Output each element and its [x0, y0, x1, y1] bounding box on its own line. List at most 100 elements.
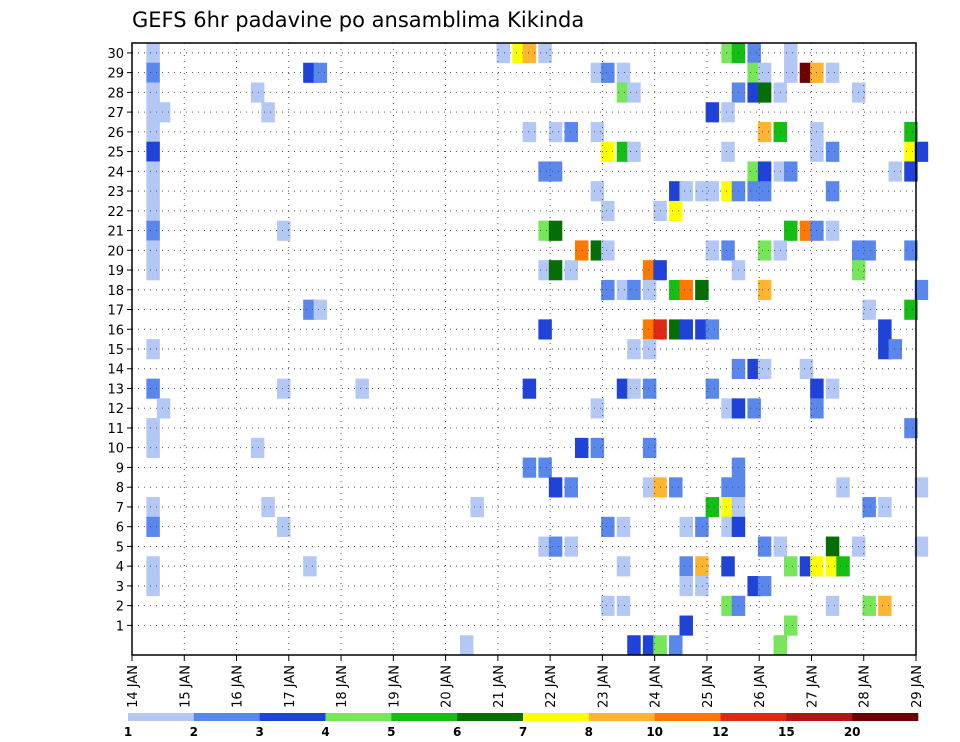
- heatmap-cell: [313, 62, 328, 83]
- heatmap-cell: [669, 319, 683, 340]
- x-tick-label: 27 JAN: [805, 665, 820, 708]
- x-tick-label: 14 JAN: [126, 665, 141, 708]
- heatmap-cell: [146, 43, 160, 64]
- y-tick-label: 20: [107, 244, 124, 259]
- heatmap-cell: [146, 200, 160, 222]
- heatmap-cell: [601, 141, 615, 162]
- y-tick-label: 18: [107, 284, 124, 299]
- heatmap-cell: [303, 62, 317, 83]
- heatmap-cell: [721, 43, 735, 64]
- heatmap-cell: [156, 398, 171, 419]
- heatmap-cell: [757, 536, 772, 557]
- legend-label: 3: [255, 725, 263, 739]
- heatmap-cell: [642, 477, 657, 498]
- heatmap-cell: [747, 358, 761, 380]
- x-tick-label: 15 JAN: [178, 665, 193, 708]
- heatmap-cell: [564, 121, 578, 143]
- heatmap-cell: [705, 319, 720, 340]
- heatmap-cell: [548, 477, 563, 498]
- y-tick-label: 4: [116, 560, 124, 575]
- heatmap-cell: [627, 82, 641, 103]
- heatmap-cell: [538, 260, 552, 281]
- heatmap-cell: [303, 556, 317, 577]
- heatmap-cell: [695, 556, 709, 577]
- x-tick-label: 26 JAN: [753, 665, 768, 708]
- heatmap-cell: [914, 141, 929, 162]
- heatmap-cell: [862, 299, 876, 320]
- heatmap-cell: [261, 497, 275, 518]
- heatmap-cell: [538, 457, 552, 478]
- heatmap-cell: [590, 398, 605, 419]
- heatmap-cell: [669, 635, 683, 656]
- heatmap-cell: [146, 240, 160, 261]
- heatmap-cell: [146, 181, 160, 202]
- x-tick-label: 25 JAN: [701, 665, 716, 708]
- y-axis: 1234567891011121314151617181920212223242…: [107, 47, 132, 634]
- legend-label: 1: [124, 725, 132, 739]
- x-tick-label: 24 JAN: [649, 665, 664, 708]
- heatmap-cell: [277, 220, 291, 241]
- heatmap-cell: [757, 62, 772, 83]
- heatmap-cell: [825, 141, 840, 162]
- heatmap-cell: [627, 141, 641, 162]
- heatmap-cell: [705, 181, 720, 202]
- x-tick-label: 17 JAN: [283, 665, 298, 708]
- legend-label: 8: [585, 725, 593, 739]
- heatmap-cell: [146, 220, 160, 241]
- heatmap-cell: [538, 319, 552, 340]
- heatmap-cell: [825, 378, 840, 399]
- heatmap-cell: [642, 319, 657, 340]
- heatmap-cell: [721, 102, 735, 123]
- heatmap-cell: [627, 378, 641, 399]
- heatmap-cell: [784, 220, 798, 241]
- heatmap-cell: [146, 418, 160, 439]
- heatmap-cell: [590, 121, 605, 143]
- legend-label: 10: [646, 725, 663, 739]
- heatmap-cell: [721, 595, 735, 616]
- y-tick-label: 16: [107, 323, 124, 338]
- heatmap-cell: [914, 536, 929, 557]
- heatmap-cell: [642, 635, 657, 656]
- heatmap-cell: [904, 418, 918, 439]
- heatmap-cell: [747, 576, 761, 597]
- y-tick-label: 25: [107, 146, 124, 161]
- heatmap-cell: [888, 161, 903, 182]
- heatmap-cell: [799, 556, 814, 577]
- heatmap-cell: [538, 43, 552, 64]
- heatmap-cell: [627, 279, 641, 301]
- heatmap-cell: [747, 62, 761, 83]
- heatmap-cell: [825, 62, 840, 83]
- heatmap-cell: [825, 181, 840, 202]
- x-tick-label: 21 JAN: [492, 665, 507, 708]
- heatmap-cell: [773, 635, 788, 656]
- heatmap-cell: [757, 121, 772, 143]
- heatmap-cell: [601, 279, 615, 301]
- legend-label: 5: [387, 725, 395, 739]
- heatmap-cell: [747, 161, 761, 182]
- heatmap-cell: [522, 43, 537, 64]
- heatmap-cell: [757, 576, 772, 597]
- legend-label: 2: [190, 725, 198, 739]
- heatmap-cell: [878, 595, 892, 616]
- legend-swatch: [128, 713, 195, 721]
- heatmap-cell: [146, 141, 160, 162]
- heatmap-cell: [757, 240, 772, 261]
- heatmap-cell: [878, 339, 892, 360]
- y-tick-label: 6: [116, 521, 124, 536]
- heatmap-cell: [601, 516, 615, 537]
- heatmap-cell: [590, 181, 605, 202]
- heatmap-cell: [878, 497, 892, 518]
- legend-swatch: [852, 713, 919, 721]
- y-tick-label: 22: [107, 205, 124, 220]
- heatmap-cell: [616, 141, 631, 162]
- heatmap-cell: [616, 556, 631, 577]
- y-tick-label: 12: [107, 402, 124, 417]
- heatmap-cell: [146, 260, 160, 281]
- heatmap-cell: [904, 141, 918, 162]
- heatmap-cell: [799, 358, 814, 380]
- heatmap-cell: [548, 220, 563, 241]
- legend-swatch: [193, 713, 260, 721]
- x-tick-label: 23 JAN: [596, 665, 611, 708]
- heatmap-cell: [250, 437, 265, 458]
- heatmap-cell: [679, 319, 693, 340]
